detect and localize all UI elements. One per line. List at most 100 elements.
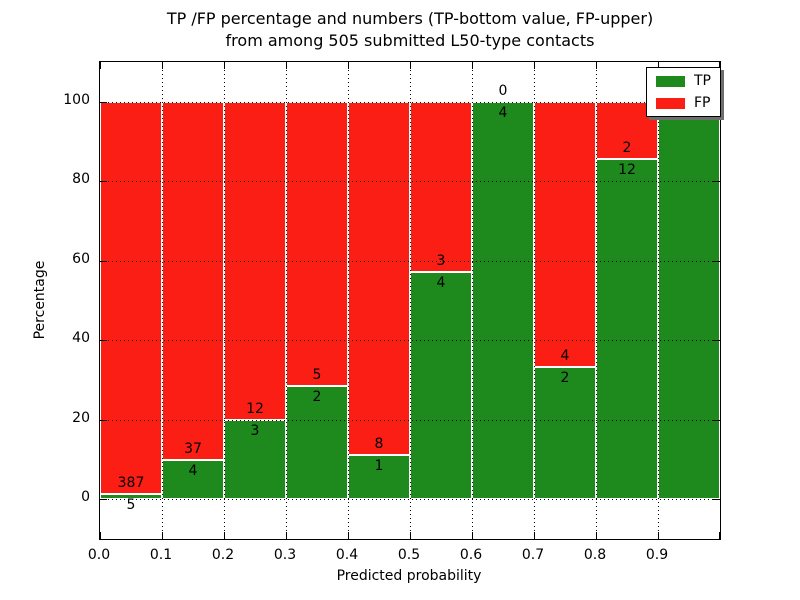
chart-title: TP /FP percentage and numbers (TP-bottom… <box>90 8 730 52</box>
fp-count-label: 387 <box>117 475 145 492</box>
x-axis-tick-top <box>472 62 473 69</box>
chart-title-line2: from among 505 submitted L50-type contac… <box>225 31 595 50</box>
x-axis-tick <box>596 532 597 539</box>
plot-area: 38753741235281340442212010 <box>99 61 721 540</box>
y-axis-tick-right <box>713 260 720 262</box>
grid-line-vertical <box>472 62 473 539</box>
x-axis-tick-top <box>719 62 720 69</box>
fp-count-label: 8 <box>374 436 384 453</box>
x-axis-tick <box>410 532 411 539</box>
x-axis-tick-top <box>658 62 659 69</box>
x-tick-label: 0.9 <box>645 547 669 563</box>
chart-title-line1: TP /FP percentage and numbers (TP-bottom… <box>166 9 654 28</box>
grid-line-vertical <box>162 62 163 539</box>
x-axis-tick-top <box>162 62 163 69</box>
bar-segment-fp <box>534 101 596 367</box>
grid-line-vertical <box>596 62 597 539</box>
tp-count-label: 2 <box>312 388 322 405</box>
x-tick-label: 0.7 <box>521 547 545 563</box>
x-axis-tick-top <box>534 62 535 69</box>
x-tick-label: 0.6 <box>459 547 483 563</box>
y-axis-tick <box>100 181 107 183</box>
x-axis-tick-top <box>286 62 287 69</box>
y-tick-label: 0 <box>81 489 90 506</box>
x-axis-tick-top <box>410 62 411 69</box>
grid-line-vertical <box>348 62 349 539</box>
x-axis-label: Predicted probability <box>336 568 482 584</box>
tp-count-label: 4 <box>436 275 446 292</box>
legend-item-fp: FP <box>656 96 711 110</box>
bar-segment-fp <box>162 101 224 461</box>
y-axis-tick <box>100 340 107 342</box>
x-axis-tick <box>224 532 225 539</box>
y-axis-tick-right <box>713 419 720 421</box>
y-axis-label: Percentage <box>32 260 48 340</box>
fp-count-label: 37 <box>184 441 202 458</box>
x-tick-label: 0.5 <box>397 547 421 563</box>
x-axis-tick <box>658 532 659 539</box>
tp-count-label: 3 <box>250 422 260 439</box>
bar-segment-fp <box>286 101 348 386</box>
bar-segment-tp <box>410 272 472 500</box>
fp-count-label: 0 <box>498 82 508 99</box>
bar-segment-fp <box>100 101 162 495</box>
legend-swatch-fp <box>656 97 685 109</box>
x-axis-tick <box>472 532 473 539</box>
bar-segment-tp <box>286 385 348 500</box>
tp-count-label: 2 <box>560 369 570 386</box>
tp-count-label: 1 <box>374 458 384 475</box>
x-axis-tick-top <box>100 62 101 69</box>
x-axis-tick <box>348 532 349 539</box>
x-tick-label: 0.1 <box>149 547 173 563</box>
bar-segment-tp <box>534 366 596 500</box>
bar-segment-tp <box>658 101 720 500</box>
tp-count-label: 12 <box>618 161 636 178</box>
x-axis-tick-top <box>348 62 349 69</box>
x-axis-tick <box>719 532 720 539</box>
bar-segment-tp <box>162 460 224 500</box>
grid-line-vertical <box>658 62 659 539</box>
fp-count-label: 5 <box>312 366 322 383</box>
y-tick-label: 100 <box>63 91 90 108</box>
x-tick-label: 0.3 <box>273 547 297 563</box>
y-axis-tick <box>100 499 107 501</box>
tp-count-label: 4 <box>188 463 198 480</box>
fp-count-label: 3 <box>436 253 446 270</box>
tp-count-label: 4 <box>498 104 508 121</box>
x-axis-tick <box>100 532 101 539</box>
legend-swatch-tp <box>656 75 685 87</box>
bar-segment-fp <box>410 101 472 273</box>
legend-label-fp: FP <box>694 95 711 111</box>
bar-segment-tp <box>472 101 534 500</box>
x-tick-label: 0.2 <box>211 547 235 563</box>
grid-line-vertical <box>224 62 225 539</box>
bar-segment-fp <box>348 101 410 456</box>
y-axis-tick-right <box>713 181 720 183</box>
legend: TP FP <box>646 67 721 117</box>
x-axis-tick <box>162 532 163 539</box>
fp-count-label: 2 <box>622 139 632 156</box>
x-axis-tick-top <box>224 62 225 69</box>
y-axis-tick-right <box>713 499 720 501</box>
grid-line-vertical <box>286 62 287 539</box>
grid-line-vertical <box>410 62 411 539</box>
y-tick-label: 80 <box>72 171 90 188</box>
tp-count-label: 5 <box>126 497 136 514</box>
legend-item-tp: TP <box>656 74 711 88</box>
x-tick-label: 0.4 <box>335 547 359 563</box>
grid-line-vertical <box>534 62 535 539</box>
x-tick-label: 0.8 <box>583 547 607 563</box>
x-axis-tick <box>534 532 535 539</box>
y-axis-tick <box>100 260 107 262</box>
y-axis-tick-right <box>713 340 720 342</box>
y-tick-label: 40 <box>72 330 90 347</box>
y-axis-tick <box>100 101 107 103</box>
x-axis-tick <box>286 532 287 539</box>
fp-count-label: 4 <box>560 347 570 364</box>
y-axis-tick <box>100 419 107 421</box>
legend-label-tp: TP <box>694 73 711 89</box>
fp-count-label: 12 <box>246 400 264 417</box>
bar-segment-tp <box>100 494 162 500</box>
y-tick-label: 20 <box>72 409 90 426</box>
